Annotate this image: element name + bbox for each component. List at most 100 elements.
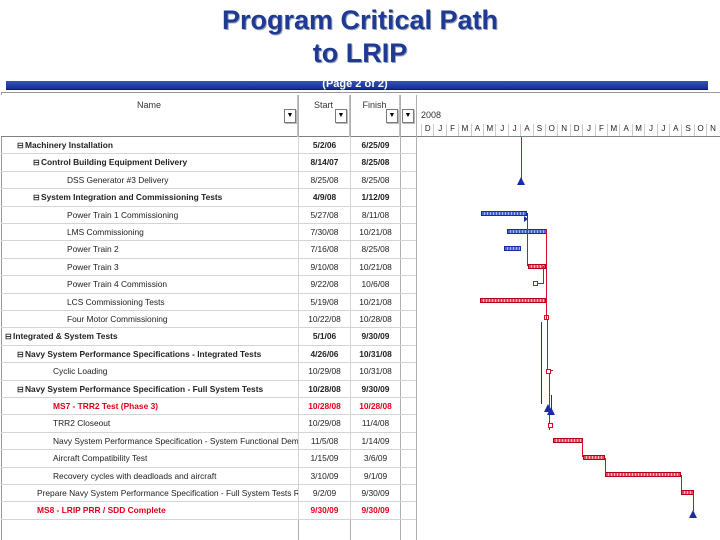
timeline-month: A [619, 124, 632, 136]
task-bar-power-train-1[interactable] [481, 211, 527, 216]
task-name-text: TRR2 Closeout [53, 418, 111, 429]
finish-filter-dropdown-icon[interactable]: ▼ [386, 109, 398, 123]
timeline-month: A [470, 124, 484, 136]
dependency-line [547, 320, 548, 370]
task-bar-aircraft-compatibility[interactable] [583, 455, 605, 460]
task-start-cell: 4/26/06 [298, 345, 350, 364]
task-row[interactable]: MS8 - LRIP PRR / SDD Complete 9/30/09 9/30… [1, 502, 416, 520]
timeline-month: J [582, 124, 595, 136]
task-row[interactable]: Power Train 4 Commission 9/22/08 10/6/08 [1, 276, 416, 294]
collapse-toggle-icon[interactable]: ⊟ [33, 158, 40, 168]
name-column-header[interactable]: Name ▼ [1, 95, 298, 137]
milestone-ms8-marker[interactable] [689, 510, 697, 518]
task-finish-cell: 10/21/08 [350, 224, 400, 242]
task-name-text: MS7 - TRR2 Test (Phase 3) [53, 401, 159, 411]
task-finish-cell: 10/6/08 [350, 276, 400, 294]
finish-column-header[interactable]: Finish ▼ [350, 95, 400, 137]
task-name-cell: DSS Generator #3 Delivery [1, 172, 298, 189]
timeline-month: J [644, 124, 657, 136]
task-finish-cell: 8/25/08 [350, 171, 400, 190]
task-start-cell: 1/15/09 [298, 450, 350, 468]
task-row[interactable]: DSS Generator #3 Delivery 8/25/08 8/25/08 [1, 171, 416, 190]
page-title-line2: to LRIP [312, 38, 408, 68]
task-row[interactable]: TRR2 Closeout 10/29/08 11/4/08 [1, 415, 416, 433]
task-row[interactable]: ⊟Machinery Installation 5/2/06 6/25/09 [1, 137, 416, 155]
task-bar-functional-demo[interactable] [553, 438, 583, 443]
milestone-marker[interactable] [517, 177, 525, 185]
column-spacer: ▼ [400, 95, 417, 137]
collapse-toggle-icon[interactable]: ⊟ [17, 141, 24, 150]
dependency-line [527, 218, 528, 266]
dependency-line [681, 475, 682, 491]
start-filter-dropdown-icon[interactable]: ▼ [335, 109, 347, 123]
timeline-month: N [557, 124, 570, 136]
task-name-text: DSS Generator #3 Delivery [67, 174, 169, 185]
timeline-month: A [520, 124, 533, 136]
task-row[interactable]: MS7 - TRR2 Test (Phase 3) 10/28/08 10/28/0… [1, 398, 416, 416]
task-row[interactable]: Prepare Navy System Performance Specific… [1, 485, 416, 503]
dependency-line [541, 322, 542, 404]
timeline-month: D [421, 124, 434, 136]
task-bar-power-train-2[interactable] [504, 246, 521, 251]
task-start-cell: 4/9/08 [298, 189, 350, 207]
collapse-toggle-icon[interactable]: ⊟ [33, 193, 40, 203]
task-name-cell: ⊟Control Building Equipment Delivery [1, 154, 298, 171]
task-name-text: LCS Commissioning Tests [67, 296, 165, 307]
task-bar-power-train-4[interactable] [533, 281, 538, 286]
task-start-cell: 10/29/08 [298, 415, 350, 433]
collapse-toggle-icon[interactable]: ⊟ [17, 384, 24, 394]
task-row[interactable]: Power Train 2 7/16/08 8/25/08 [1, 241, 416, 259]
dependency-line [546, 229, 547, 319]
task-start-cell: 7/16/08 [298, 241, 350, 259]
task-row[interactable]: Power Train 1 Commissioning 5/27/08 8/11/0… [1, 206, 416, 224]
task-bar-lcs-commissioning[interactable] [480, 298, 546, 303]
task-bar-recovery-cycles[interactable] [605, 472, 681, 477]
task-name-text: Integrated & System Tests [13, 331, 118, 342]
task-row[interactable]: Recovery cycles with deadloads and aircr… [1, 467, 416, 485]
task-row[interactable]: Cyclic Loading 10/29/08 10/31/08 [1, 363, 416, 381]
task-name-text: Prepare Navy System Performance Specific… [37, 488, 298, 498]
task-row[interactable]: ⊟Navy System Performance Specifications … [1, 345, 416, 364]
task-row[interactable]: Aircraft Compatibility Test 1/15/09 3/6/09 [1, 450, 416, 468]
gantt-filter-dropdown-icon[interactable]: ▼ [402, 109, 414, 123]
task-row[interactable]: Navy System Performance Specification - … [1, 432, 416, 451]
task-row[interactable]: ⊟Control Building Equipment Delivery 8/14… [1, 154, 416, 172]
task-start-cell: 8/14/07 [298, 154, 350, 172]
task-start-cell: 5/19/08 [298, 293, 350, 311]
task-name-text: Power Train 1 Commissioning [67, 209, 179, 220]
dependency-line [582, 441, 583, 457]
timeline-month: O [545, 124, 558, 136]
task-name-text: LMS Commissioning [67, 227, 144, 237]
collapse-toggle-icon[interactable]: ⊟ [5, 332, 12, 342]
task-finish-cell: 9/1/09 [350, 467, 400, 485]
timeline-month: D [569, 124, 583, 136]
collapse-toggle-icon[interactable]: ⊟ [17, 349, 24, 359]
timeline-month: O [693, 124, 707, 136]
task-row[interactable]: Power Train 3 9/10/08 10/21/08 [1, 258, 416, 277]
task-finish-cell: 1/14/09 [350, 432, 400, 451]
name-filter-dropdown-icon[interactable]: ▼ [284, 109, 296, 123]
timeline-month: J [507, 124, 521, 136]
task-start-cell: 9/30/09 [298, 502, 350, 520]
dependency-line [521, 137, 522, 180]
task-row[interactable]: ⊟System Integration and Commissioning Te… [1, 189, 416, 207]
task-name-cell: Four Motor Commissioning [1, 311, 298, 328]
task-row[interactable]: ⊟Integrated & System Tests 5/1/06 9/30/09 [1, 328, 416, 346]
task-bar-prepare-report[interactable] [681, 490, 694, 495]
task-name-text: Machinery Installation [25, 140, 113, 150]
task-bar-cyclic-loading[interactable] [546, 369, 551, 374]
task-finish-cell: 9/30/09 [350, 328, 400, 346]
task-bar-power-train-3[interactable] [528, 264, 546, 269]
timeline-month: M [607, 124, 620, 136]
task-row[interactable]: ⊟Navy System Performance Specification -… [1, 380, 416, 398]
task-finish-cell: 8/25/08 [350, 241, 400, 259]
task-row[interactable]: Four Motor Commissioning 10/22/08 10/28/08 [1, 311, 416, 329]
page-label: (Page 2 of 2) [322, 78, 388, 90]
task-row[interactable]: LCS Commissioning Tests 5/19/08 10/21/08 [1, 293, 416, 311]
milestone-ms7-marker-secondary[interactable] [547, 407, 555, 415]
task-row[interactable]: LMS Commissioning 7/30/08 10/21/08 [1, 224, 416, 242]
start-column-header[interactable]: Start ▼ [298, 95, 350, 137]
start-column-label: Start [313, 100, 333, 110]
task-start-cell: 10/28/08 [298, 398, 350, 416]
task-bar-trr2-closeout[interactable] [548, 423, 553, 428]
